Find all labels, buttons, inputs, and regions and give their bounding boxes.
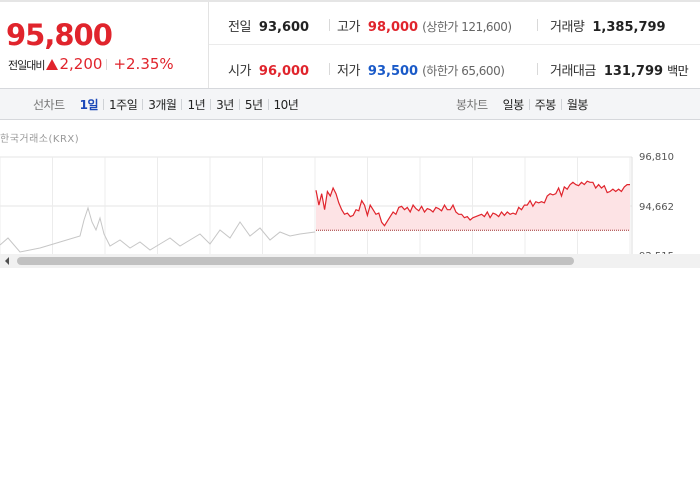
divider — [329, 19, 330, 31]
divider — [537, 19, 538, 31]
quote-panel: 95,800 전일대비 2,200 +2.35% 전일 93,600 고가 98,000… — [0, 0, 700, 88]
stat-value: 93,500 — [367, 64, 419, 79]
stat-prev-close: 전일 93,600 — [228, 16, 309, 35]
divider — [560, 98, 562, 110]
chart-tabs-bar: 선차트 1일 1주일 3개월 1년 3년 5년 10년 봉차트 일봉 주봉 월봉 — [0, 88, 700, 120]
y-tick-label: 96,810 — [639, 152, 674, 163]
stat-value: 131,799 — [603, 64, 664, 79]
candle-chart-tabs: 봉차트 일봉 주봉 월봉 — [456, 89, 593, 119]
tab-daily[interactable]: 일봉 — [502, 97, 525, 112]
previous-day-line — [0, 206, 316, 253]
stat-value: 96,000 — [258, 64, 310, 79]
divider — [181, 98, 183, 110]
tab-1y[interactable]: 1년 — [187, 97, 206, 112]
change-percent: +2.35% — [113, 55, 174, 73]
divider — [528, 98, 530, 110]
tab-monthly[interactable]: 월봉 — [566, 97, 589, 112]
scroll-left-arrow-icon[interactable] — [5, 257, 9, 265]
divider — [238, 98, 240, 110]
price-box: 95,800 전일대비 2,200 +2.35% — [0, 2, 209, 88]
upper-limit: (상한가 121,600) — [422, 20, 512, 34]
horizontal-scrollbar[interactable] — [0, 254, 700, 268]
stat-amount: 거래대금 131,799 백만 — [550, 60, 689, 79]
tab-10y[interactable]: 10년 — [273, 97, 299, 112]
divider — [329, 63, 330, 75]
tab-5y[interactable]: 5년 — [244, 97, 263, 112]
change-label: 전일대비 — [8, 59, 45, 72]
stat-value: 98,000 — [367, 20, 419, 35]
divider — [537, 63, 538, 75]
divider — [142, 98, 144, 110]
y-tick-label: 94,662 — [639, 202, 674, 213]
price-chart: 96,810 94,662 92,515 — [0, 152, 674, 268]
up-triangle-icon — [46, 59, 59, 70]
tab-1d[interactable]: 1일 — [79, 97, 99, 112]
stat-open: 시가 96,000 — [228, 60, 309, 79]
tab-weekly[interactable]: 주봉 — [534, 97, 557, 112]
divider — [103, 98, 105, 110]
divider — [106, 59, 108, 70]
exchange-label: 한국거래소(KRX) — [0, 134, 80, 145]
stat-low: 저가 93,500 (하한가 65,600) — [337, 60, 505, 79]
stat-label: 전일 — [228, 20, 251, 35]
divider — [210, 98, 212, 110]
tab-1w[interactable]: 1주일 — [109, 97, 138, 112]
stat-label: 시가 — [228, 64, 251, 79]
scrollbar-thumb[interactable] — [17, 257, 574, 265]
price-area — [316, 181, 630, 231]
current-price: 95,800 — [6, 18, 113, 52]
stat-label: 고가 — [337, 20, 360, 35]
price-line — [315, 180, 630, 227]
divider — [209, 44, 700, 45]
stat-label: 저가 — [337, 64, 360, 79]
stat-value: 93,600 — [258, 20, 310, 35]
stat-value: 1,385,799 — [592, 20, 666, 35]
change-row: 전일대비 2,200 +2.35% — [8, 55, 174, 73]
candle-chart-label: 봉차트 — [456, 97, 488, 112]
stat-high: 고가 98,000 (상한가 121,600) — [337, 16, 512, 35]
stat-volume: 거래량 1,385,799 — [550, 16, 666, 35]
change-amount: 2,200 — [59, 55, 103, 73]
tab-3m[interactable]: 3개월 — [148, 97, 177, 112]
lower-limit: (하한가 65,600) — [422, 64, 505, 78]
divider — [267, 98, 269, 110]
line-chart-label: 선차트 — [33, 97, 65, 112]
tab-3y[interactable]: 3년 — [216, 97, 234, 112]
stat-label: 거래량 — [550, 20, 585, 35]
quote-stats: 전일 93,600 고가 98,000 (상한가 121,600) 거래량 1,385,… — [209, 2, 700, 88]
stat-unit: 백만 — [667, 64, 689, 78]
stat-label: 거래대금 — [550, 64, 596, 79]
line-chart-tabs: 선차트 1일 1주일 3개월 1년 3년 5년 10년 — [33, 89, 303, 119]
